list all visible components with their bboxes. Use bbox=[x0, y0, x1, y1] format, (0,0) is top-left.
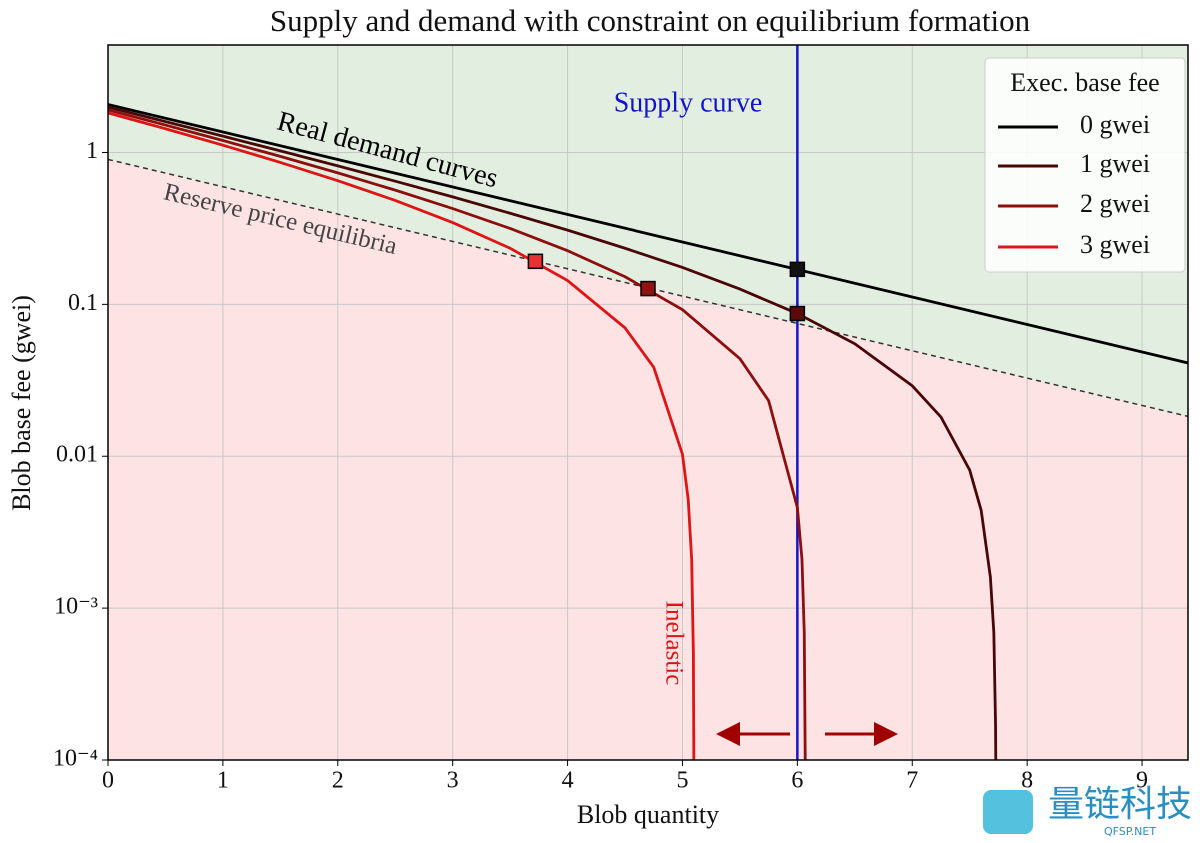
y-tick-label: 0.01 bbox=[56, 442, 98, 468]
equilibrium-marker bbox=[527, 253, 544, 270]
demand-curve bbox=[108, 105, 998, 760]
plot-frame bbox=[107, 44, 1189, 761]
x-tick-label: 5 bbox=[676, 768, 688, 794]
legend: Exec. base fee 0 gwei 1 gwei 2 gwei 3 gwei bbox=[984, 57, 1186, 273]
equilibrium-marker bbox=[789, 305, 806, 322]
x-tick-label: 8 bbox=[1021, 768, 1033, 794]
y-tick-label: 1 bbox=[86, 138, 98, 164]
watermark-logo bbox=[983, 790, 1033, 834]
legend-label: 2 gwei bbox=[1080, 189, 1150, 218]
legend-title: Exec. base fee bbox=[1010, 68, 1159, 97]
demand-curve bbox=[108, 108, 807, 760]
watermark: 量链科技 QFSP.NET bbox=[983, 784, 1192, 838]
x-tick-label: 1 bbox=[217, 768, 229, 794]
equilibrium-marker bbox=[789, 261, 806, 278]
legend-label: 0 gwei bbox=[1080, 110, 1150, 139]
x-tick-label: 4 bbox=[562, 768, 574, 794]
x-tick-label: 9 bbox=[1136, 768, 1148, 794]
x-tick-label: 6 bbox=[791, 768, 803, 794]
equilibrium-marker bbox=[640, 280, 656, 297]
y-tick-label: 0.1 bbox=[68, 290, 98, 316]
y-axis-label: Blob base fee (gwei) bbox=[7, 295, 36, 511]
x-axis-label: Blob quantity bbox=[577, 800, 719, 829]
y-tick-label: 10⁻⁴ bbox=[53, 746, 98, 772]
y-tick-label: 10⁻³ bbox=[54, 594, 98, 620]
x-tick-label: 3 bbox=[447, 768, 459, 794]
demand-curve bbox=[108, 103, 1188, 365]
watermark-title: 量链科技 bbox=[1048, 784, 1192, 825]
legend-box bbox=[984, 57, 1186, 273]
legend-label: 1 gwei bbox=[1080, 149, 1150, 178]
region-above bbox=[108, 45, 1188, 417]
legend-label: 3 gwei bbox=[1080, 230, 1150, 259]
annotation: Inelastic bbox=[660, 601, 687, 686]
region-below bbox=[108, 159, 1188, 760]
x-tick-label: 7 bbox=[906, 768, 918, 794]
chart-title: Supply and demand with constraint on equ… bbox=[270, 3, 1031, 38]
watermark-subtitle: QFSP.NET bbox=[1104, 825, 1156, 838]
x-tick-label: 0 bbox=[102, 768, 114, 794]
x-tick-label: 2 bbox=[332, 768, 344, 794]
supply-label: Supply curve bbox=[614, 87, 763, 118]
